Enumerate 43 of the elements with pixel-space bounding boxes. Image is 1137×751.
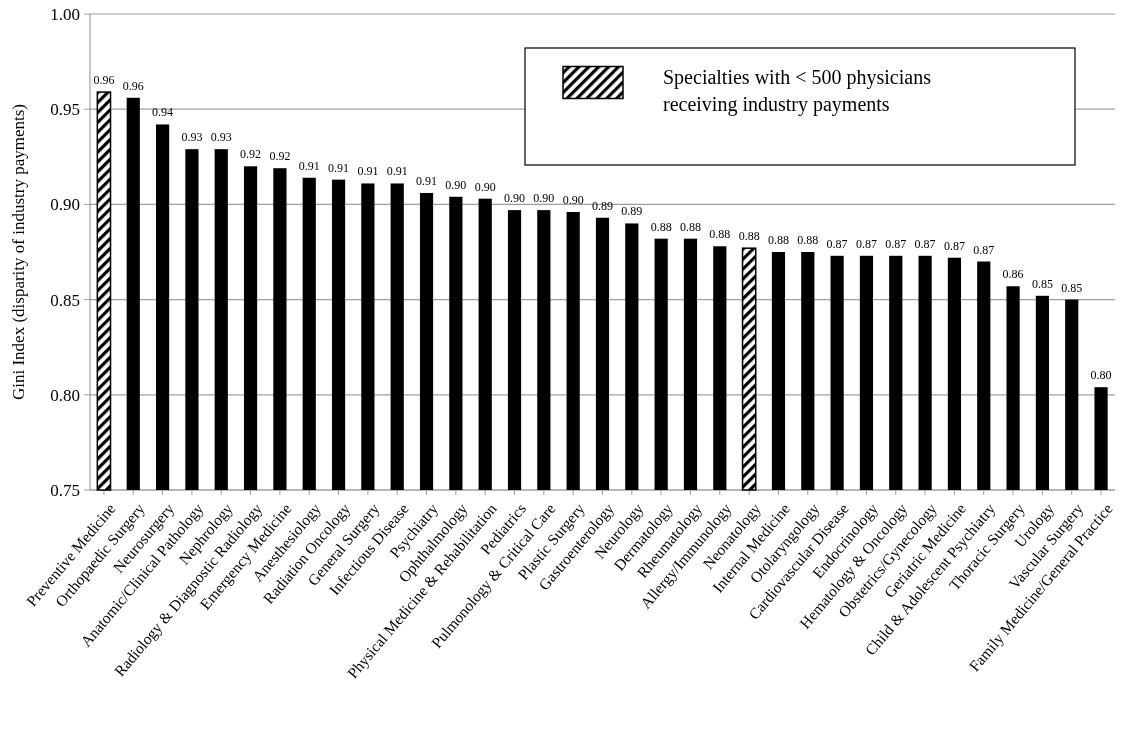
data-label: 0.90 [445,177,467,192]
y-tick-label: 0.85 [50,290,80,310]
y-tick-label: 1.00 [50,4,80,24]
data-label: 0.93 [210,130,232,145]
data-label: 0.90 [504,191,526,206]
data-label: 0.85 [1061,280,1083,295]
data-label: 0.88 [738,229,760,244]
data-label: 0.90 [533,191,555,206]
data-label: 0.91 [298,158,320,173]
data-label: 0.87 [914,236,936,251]
data-label: 0.87 [855,236,877,251]
data-label: 0.88 [797,233,819,247]
data-label: 0.85 [1031,276,1053,291]
legend-label: Specialties with < 500 physicians receiving industry payments [663,65,932,116]
data-label: 0.90 [474,179,496,194]
data-label: 0.86 [1002,267,1024,282]
data-label: 0.87 [973,242,995,257]
y-tick-label: 0.90 [50,195,80,215]
data-label: 0.96 [122,78,144,93]
data-label: 0.92 [240,147,262,162]
data-label: 0.91 [386,164,408,179]
data-label: 0.92 [269,149,291,164]
data-label: 0.89 [592,198,613,213]
data-label: 0.80 [1090,368,1112,383]
data-label: 0.91 [328,160,350,175]
y-tick-label: 0.80 [50,385,80,405]
y-axis-title: Gini Index (disparity of industry payments) [9,103,28,401]
data-label: 0.87 [943,238,965,253]
data-label: 0.91 [416,173,438,188]
data-label: 0.88 [650,219,672,234]
y-tick-label: 0.95 [50,100,80,120]
data-label: 0.96 [93,73,115,88]
data-label: 0.88 [767,233,789,247]
data-label: 0.87 [826,236,848,251]
data-label: 0.94 [152,105,174,120]
data-label: 0.89 [621,204,643,219]
data-label: 0.88 [709,227,731,242]
data-label: 0.90 [562,193,584,208]
data-label: 0.88 [679,219,701,234]
data-label: 0.87 [885,236,907,251]
y-tick-label: 0.75 [50,480,80,500]
data-label: 0.93 [181,130,203,145]
data-label: 0.91 [357,164,379,179]
